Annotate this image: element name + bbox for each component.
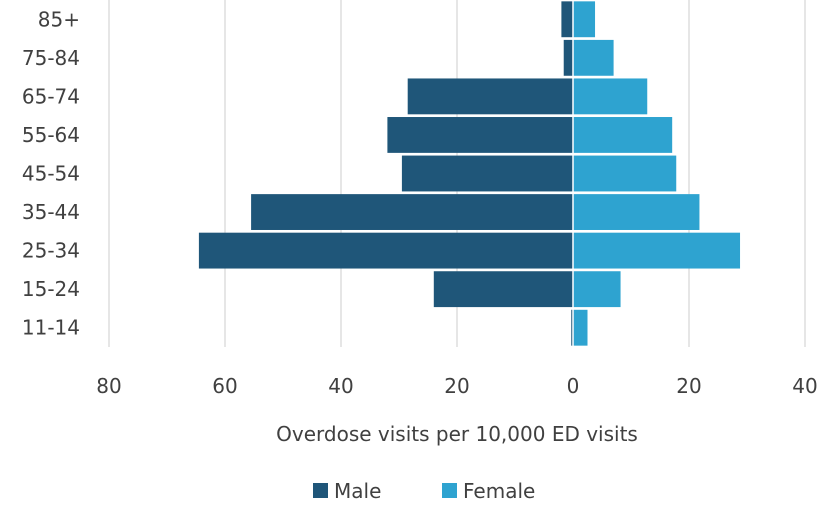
- bar-female-85+: [573, 1, 596, 38]
- bar-male-45-54: [401, 155, 573, 192]
- bars: [198, 0, 741, 347]
- y-tick-label: 15-24: [22, 277, 80, 301]
- y-axis-tick-labels: 11-14 15-24 25-34 35-44 45-54 55-64 65-74 75-84…: [22, 7, 80, 339]
- bar-female-25-34: [573, 232, 741, 269]
- bar-male-15-24: [433, 271, 573, 308]
- y-tick-label: 35-44: [22, 200, 80, 224]
- legend-swatch-female: [442, 483, 457, 498]
- gridlines: [108, 0, 806, 347]
- bar-male-65-74: [407, 78, 573, 115]
- bar-male-55-64: [387, 117, 573, 153]
- bar-male-35-44: [251, 194, 573, 230]
- x-axis-title: Overdose visits per 10,000 ED visits: [276, 422, 638, 446]
- y-tick-label: 11-14: [22, 316, 80, 340]
- y-tick-label: 25-34: [22, 239, 80, 263]
- bar-female-45-54: [573, 155, 677, 192]
- legend-label-female: Female: [463, 479, 535, 503]
- bar-male-11-14: [571, 309, 573, 346]
- bar-female-75-84: [573, 39, 614, 76]
- x-tick-label: 40: [792, 374, 817, 398]
- y-tick-label: 45-54: [22, 162, 80, 186]
- bar-female-55-64: [573, 117, 673, 153]
- bar-female-35-44: [573, 194, 700, 230]
- legend-swatch-male: [313, 483, 328, 498]
- y-tick-label: 85+: [38, 7, 80, 31]
- x-axis-tick-labels: 80 60 40 20 0 20 40: [96, 374, 817, 398]
- x-tick-label: 20: [676, 374, 701, 398]
- x-tick-label: 40: [328, 374, 353, 398]
- y-tick-label: 55-64: [22, 123, 80, 147]
- bar-female-65-74: [573, 78, 648, 115]
- bar-male-85+: [561, 1, 573, 38]
- y-tick-label: 75-84: [22, 46, 80, 70]
- bar-female-15-24: [573, 271, 621, 308]
- legend: Male Female: [313, 479, 535, 503]
- x-tick-label: 20: [444, 374, 469, 398]
- x-tick-label: 80: [96, 374, 121, 398]
- x-tick-label: 0: [567, 374, 580, 398]
- legend-label-male: Male: [334, 479, 381, 503]
- y-tick-label: 65-74: [22, 84, 80, 108]
- bar-male-25-34: [198, 232, 573, 269]
- bar-male-75-84: [563, 39, 573, 76]
- x-tick-label: 60: [212, 374, 237, 398]
- bar-female-11-14: [573, 309, 588, 346]
